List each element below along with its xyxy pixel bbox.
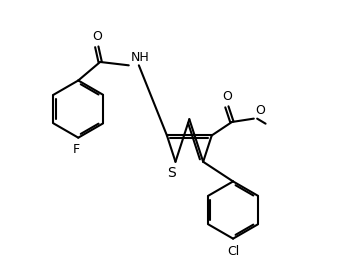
Text: NH: NH (130, 51, 149, 64)
Text: O: O (222, 91, 232, 103)
Text: Cl: Cl (227, 245, 239, 258)
Text: F: F (73, 143, 80, 156)
Text: O: O (92, 30, 102, 44)
Text: O: O (256, 104, 265, 117)
Text: S: S (167, 166, 176, 180)
